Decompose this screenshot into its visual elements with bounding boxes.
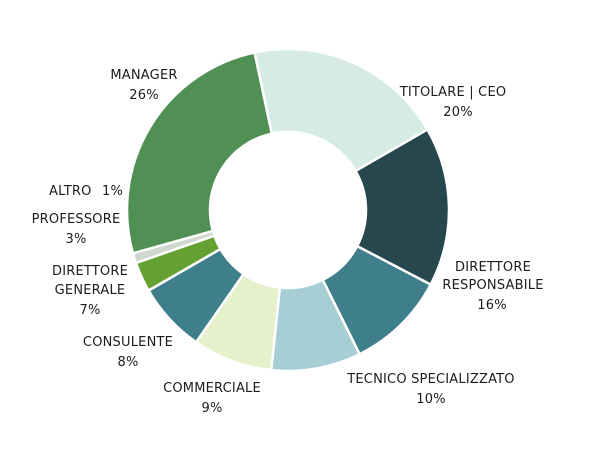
slice-label-commerciale: COMMERCIALE 9% <box>163 381 261 416</box>
slice-label-direttore-generale-line1: DIRETTORE <box>52 264 128 279</box>
slice-label-consulente-name: CONSULENTE <box>83 335 173 350</box>
slice-label-direttore-generale: DIRETTORE GENERALE 7% <box>52 264 128 318</box>
slice-label-professore-name: PROFESSORE <box>32 212 121 227</box>
slice-manager <box>125 51 274 255</box>
slice-label-manager-percent: 26% <box>129 88 159 103</box>
slice-label-commerciale-name: COMMERCIALE <box>163 381 261 396</box>
slice-label-tecnico-percent: 10% <box>416 392 446 407</box>
slice-label-consulente: CONSULENTE 8% <box>83 335 173 370</box>
slice-label-direttore-responsabile-line1: DIRETTORE <box>455 260 531 275</box>
slice-label-tecnico-name: TECNICO SPECIALIZZATO <box>346 372 515 387</box>
donut-slices <box>125 47 451 373</box>
slice-direttore-responsabile <box>354 128 451 286</box>
slice-label-titolare-percent: 20% <box>443 105 473 120</box>
slice-label-titolare-name: TITOLARE | CEO <box>399 85 507 100</box>
slice-label-direttore-responsabile-line2: RESPONSABILE <box>442 278 543 293</box>
slice-label-titolare: TITOLARE | CEO 20% <box>399 85 507 120</box>
slice-titolare-ceo <box>253 47 429 173</box>
slice-label-altro-percent: 1% <box>102 184 123 199</box>
slice-label-consulente-percent: 8% <box>117 355 138 370</box>
slice-label-direttore-generale-percent: 7% <box>79 303 100 318</box>
slice-label-direttore-responsabile: DIRETTORE RESPONSABILE 16% <box>442 260 543 313</box>
slice-label-professore: PROFESSORE 3% <box>32 212 121 247</box>
slice-label-manager-name: MANAGER <box>110 68 177 83</box>
slice-label-tecnico: TECNICO SPECIALIZZATO 10% <box>346 372 515 407</box>
slice-label-direttore-responsabile-percent: 16% <box>477 298 507 313</box>
slice-label-altro: ALTRO 1% <box>49 184 123 199</box>
slice-label-commerciale-percent: 9% <box>201 401 222 416</box>
slice-label-professore-percent: 3% <box>65 232 86 247</box>
slice-label-direttore-generale-line2: GENERALE <box>55 283 126 298</box>
slice-label-altro-name: ALTRO <box>49 184 92 199</box>
slice-label-manager: MANAGER 26% <box>110 68 177 103</box>
